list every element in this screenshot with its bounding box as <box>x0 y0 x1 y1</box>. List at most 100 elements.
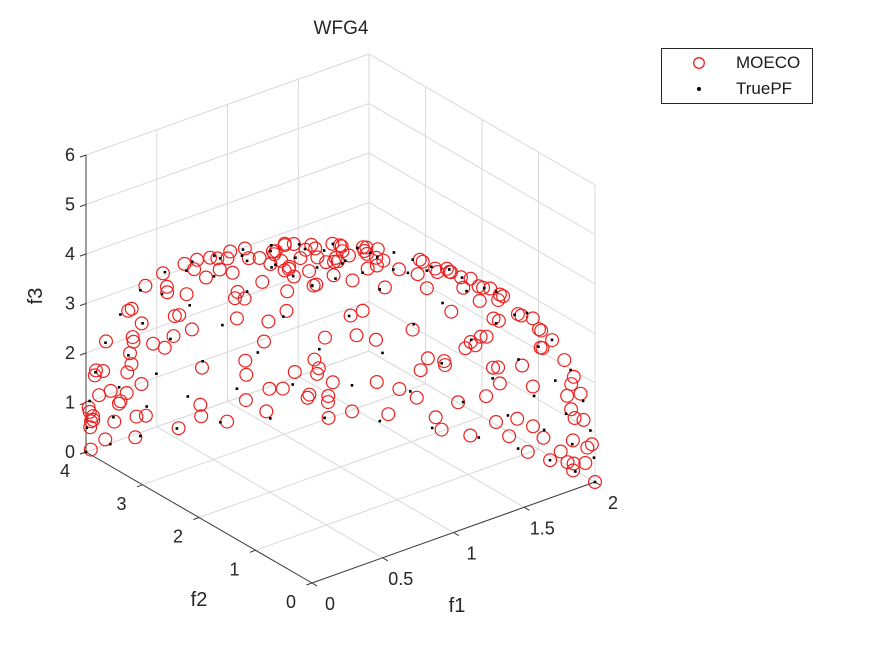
truepf-point <box>392 251 396 254</box>
moeco-point <box>496 289 511 304</box>
truepf-point <box>440 362 443 365</box>
truepf-point <box>491 377 494 380</box>
moeco-point <box>359 240 374 255</box>
truepf-point <box>589 429 592 432</box>
moeco-point <box>318 330 333 345</box>
truepf-point <box>355 246 359 250</box>
truepf-point <box>554 379 557 382</box>
truepf-point <box>331 242 335 246</box>
moeco-point <box>415 254 430 269</box>
truepf-point <box>430 265 433 269</box>
truepf-point <box>256 351 260 354</box>
moeco-point <box>121 303 136 318</box>
truepf-point <box>406 271 410 275</box>
moeco-point <box>275 381 290 396</box>
x-tick-label: 1 <box>466 544 476 564</box>
x-tick-label: 0 <box>325 594 335 614</box>
moeco-point <box>82 404 97 419</box>
moeco-point <box>444 304 459 319</box>
moeco-point <box>83 420 98 435</box>
moeco-point <box>237 291 252 306</box>
moeco-point <box>468 338 483 353</box>
moeco-point <box>566 369 581 384</box>
truepf-point <box>139 289 142 292</box>
truepf-point <box>441 301 444 305</box>
moeco-point <box>277 238 292 253</box>
truepf-point <box>270 266 273 269</box>
moeco-point <box>580 440 595 455</box>
grid-line <box>198 416 483 518</box>
y-tick-label: 1 <box>229 559 239 579</box>
moeco-point <box>553 444 568 459</box>
truepf-point <box>185 269 188 272</box>
moeco-point <box>472 293 487 308</box>
grid-line <box>142 383 426 486</box>
moeco-point <box>220 414 235 429</box>
truepf-point <box>127 354 130 357</box>
moeco-point <box>359 246 374 261</box>
truepf-point <box>412 322 415 326</box>
moeco-point <box>83 442 98 457</box>
truepf-point <box>175 427 179 430</box>
moeco-point <box>434 422 449 437</box>
moeco-point <box>573 386 588 401</box>
x-tick-mark <box>453 532 459 537</box>
moeco-point <box>510 411 525 426</box>
moeco-point <box>564 377 579 392</box>
truepf-point <box>494 322 498 325</box>
legend-item-moeco: MOECO <box>662 50 812 76</box>
truepf-point <box>361 271 364 274</box>
truepf-point <box>94 370 97 374</box>
moeco-point <box>566 456 581 471</box>
truepf-point <box>169 337 172 341</box>
truepf-point <box>221 323 224 327</box>
legend[interactable]: MOECO TruePF <box>661 48 813 104</box>
moeco-point <box>241 251 256 266</box>
y-tick-mark <box>193 517 200 520</box>
moeco-point <box>492 287 507 302</box>
truepf-point <box>343 259 347 262</box>
legend-item-truepf: TruePF <box>662 76 812 102</box>
grid-line <box>85 301 370 403</box>
grid-line <box>85 350 370 453</box>
y-tick-mark <box>136 484 143 488</box>
truepf-point <box>448 268 451 271</box>
x-tick-mark <box>382 557 389 562</box>
truepf-point <box>282 315 285 318</box>
truepf-point <box>84 450 88 454</box>
moeco-point <box>326 268 341 283</box>
moeco-point <box>458 341 473 356</box>
truepf-point <box>323 416 326 420</box>
moeco-point <box>171 421 186 436</box>
moeco-point <box>587 475 602 490</box>
truepf-point <box>112 415 115 419</box>
moeco-point <box>325 236 340 251</box>
truepf-point <box>550 338 554 342</box>
truepf-point <box>155 372 158 375</box>
moeco-point <box>369 375 384 390</box>
grid-line <box>85 53 370 156</box>
moeco-point <box>293 251 308 266</box>
moeco-point <box>564 402 579 417</box>
z-tick-label: 4 <box>65 244 75 264</box>
moeco-point <box>111 396 126 411</box>
truepf-point <box>564 412 568 415</box>
z-tick-mark <box>79 154 87 158</box>
truepf-point <box>291 383 294 386</box>
truepf-point <box>297 243 301 246</box>
truepf-point <box>212 254 216 257</box>
moeco-point <box>107 414 122 429</box>
truepf-point <box>291 274 295 278</box>
grid-line <box>368 301 596 433</box>
series-moeco-points <box>81 236 602 490</box>
z-tick-label: 2 <box>65 343 75 363</box>
moeco-point <box>471 279 486 294</box>
moeco-point <box>238 393 253 408</box>
moeco-point <box>277 263 292 278</box>
moeco-point <box>126 334 141 349</box>
moeco-point <box>392 382 407 397</box>
moeco-point <box>146 336 161 351</box>
grid-line <box>85 103 370 205</box>
